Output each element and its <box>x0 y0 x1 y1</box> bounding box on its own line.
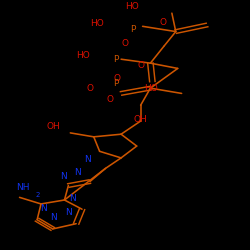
Text: O: O <box>87 84 94 93</box>
Text: O: O <box>114 74 121 83</box>
Text: N: N <box>74 168 81 177</box>
Text: N: N <box>66 208 72 217</box>
Text: N: N <box>40 204 47 213</box>
Text: HO: HO <box>76 50 90 59</box>
Text: O: O <box>122 39 128 48</box>
Text: N: N <box>60 172 67 181</box>
Text: HO: HO <box>90 19 104 28</box>
Text: P: P <box>130 26 135 35</box>
Text: N: N <box>50 213 57 222</box>
Text: O: O <box>138 60 144 70</box>
Text: OH: OH <box>46 122 60 131</box>
Text: HO: HO <box>126 2 140 11</box>
Text: P: P <box>114 56 119 64</box>
Text: O: O <box>160 18 167 27</box>
Text: O: O <box>106 96 114 104</box>
Text: P: P <box>114 79 119 88</box>
Text: N: N <box>84 156 91 164</box>
Text: HO: HO <box>144 84 158 93</box>
Text: N: N <box>69 194 76 203</box>
Text: 2: 2 <box>35 192 40 198</box>
Text: NH: NH <box>16 183 30 192</box>
Text: OH: OH <box>134 116 147 124</box>
